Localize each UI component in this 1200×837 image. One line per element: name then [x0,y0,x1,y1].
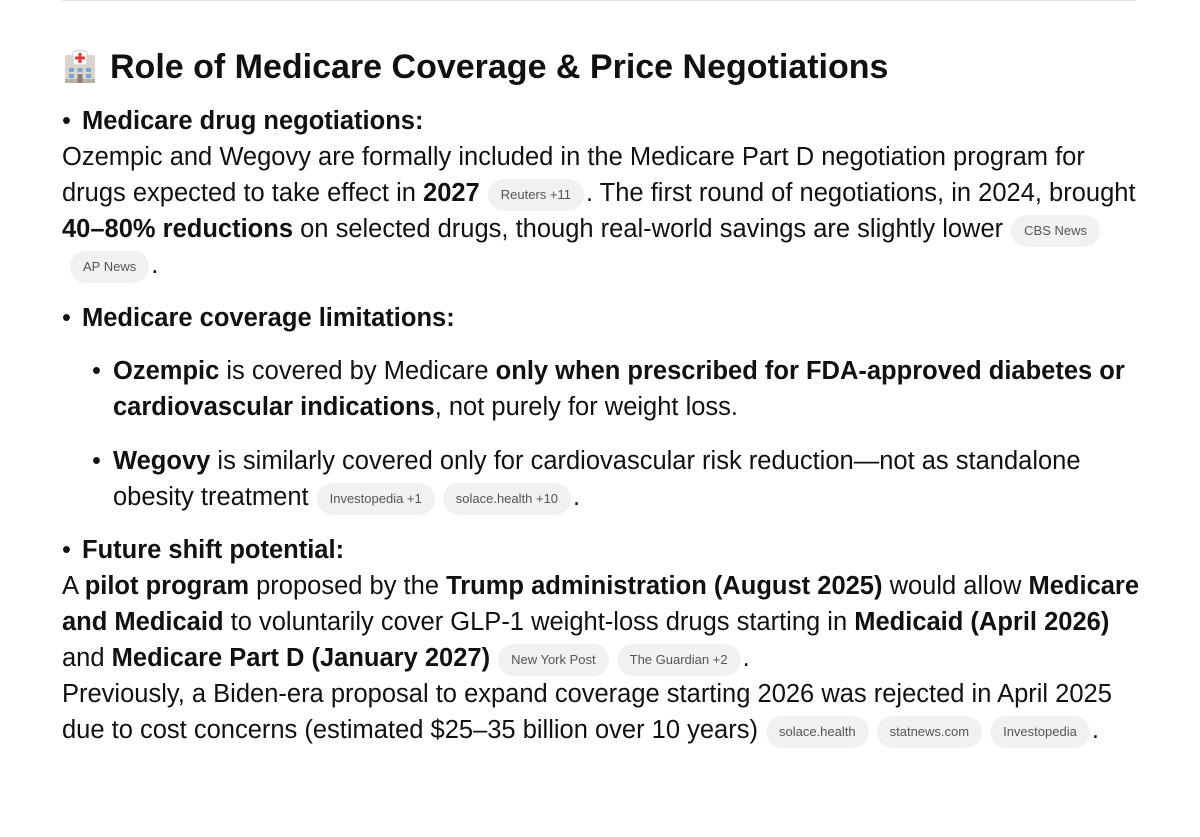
source-chip[interactable]: CBS News [1011,215,1101,247]
bullet-item: Medicare coverage limitations: Ozempic is… [62,300,1142,515]
text: . [151,251,159,279]
source-chip[interactable]: Reuters +11 [487,179,584,211]
paragraph: A pilot program proposed by the Trump ad… [62,568,1142,676]
bold-text: Trump administration (August 2025) [446,572,883,600]
bullet-label: Medicare coverage limitations: [62,300,1142,336]
source-chip[interactable]: New York Post [498,644,609,676]
bold-text: pilot program [84,572,250,600]
bold-text: 2027 [423,179,480,207]
text: . The first round of negotiations, in 20… [585,179,1136,207]
sub-bullet: Wegovy is similarly covered only for car… [92,443,1142,515]
source-chip[interactable]: Investopedia +1 [316,483,435,515]
sub-bullet: Ozempic is covered by Medicare only when… [92,353,1142,425]
text: is covered by Medicare [219,357,496,385]
text: would allow [882,572,1029,600]
bullet-label: Medicare drug negotiations: [62,103,1142,139]
text: , not purely for weight loss. [434,393,739,421]
paragraph: Ozempic and Wegovy are formally included… [62,139,1142,283]
bullet-item: Medicare drug negotiations: Ozempic and W… [62,103,1142,283]
bold-text: Medicare Part D (January 2027) [111,644,491,672]
source-chip[interactable]: solace.health [765,716,869,748]
bullet-item: Future shift potential:A pilot program p… [62,532,1142,748]
hospital-icon [65,50,95,83]
text: on selected drugs, though real-world sav… [293,215,1004,243]
text: Ozempic and Wegovy are formally included… [62,143,1085,207]
text: . [742,644,750,672]
source-chip[interactable]: AP News [70,251,150,283]
bold-text: Medicare and Medicaid [62,572,1140,636]
text: A [62,572,85,600]
text: proposed by the [249,572,447,600]
title: Role of Medicare Coverage & Price Negoti… [110,48,889,86]
document: Role of Medicare Coverage & Price Negoti… [62,44,1142,765]
paragraph: Previously, a Biden-era proposal to expa… [62,676,1142,748]
text: . [573,483,581,511]
source-chip[interactable]: statnews.com [876,716,983,748]
bold-text: only when prescribed for FDA-approved di… [113,357,1125,421]
bold-text: 40–80% reductions [62,215,294,243]
text: and [62,644,112,672]
source-chip[interactable]: Investopedia [990,716,1090,748]
text: . [1091,716,1099,744]
bold-text: Medicaid (April 2026) [854,608,1110,636]
source-chip[interactable]: The Guardian +2 [616,644,741,676]
text: to voluntarily cover GLP-1 weight-loss d… [223,608,855,636]
source-chip[interactable]: solace.health +10 [442,483,572,515]
bullet-label: Future shift potential: [62,532,1142,568]
bold-text: Ozempic [113,357,220,385]
text: is similarly covered only for cardiovasc… [113,447,1081,511]
bold-text: Wegovy [113,447,211,475]
top-rule [62,0,1136,1]
text: Previously, a Biden-era proposal to expa… [62,680,1112,744]
heading: Role of Medicare Coverage & Price Negoti… [62,44,1142,90]
